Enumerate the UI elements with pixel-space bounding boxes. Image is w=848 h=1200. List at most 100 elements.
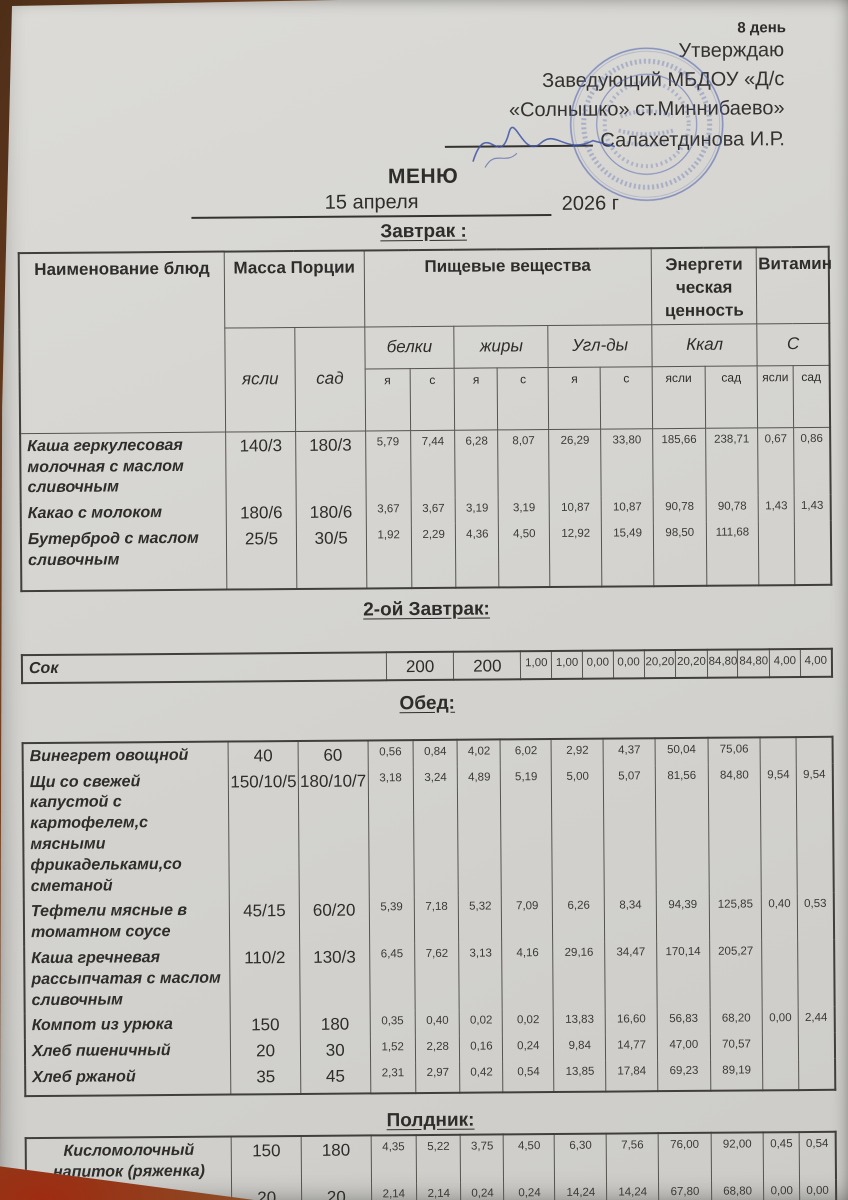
value-cell: 2,97	[415, 1061, 461, 1094]
dish-row: Щи со свежей капустой с картофелем,с мяс…	[22, 763, 834, 900]
date-row: 15 апреля 2026 г	[0, 188, 811, 220]
value-cell: 14,24	[554, 1181, 608, 1200]
value-cell: 2,28	[415, 1035, 461, 1063]
value-cell: 47,00	[657, 1033, 711, 1061]
value-cell: 2,44	[798, 1007, 835, 1034]
value-cell: 2,14	[371, 1182, 417, 1200]
value-cell	[762, 1033, 799, 1060]
dish-name-cell: Бутерброд с маслом сливочным	[20, 525, 228, 591]
value-cell: 14,24	[606, 1181, 659, 1200]
value-cell: 84,80	[737, 648, 770, 678]
header-cell-group: с	[497, 367, 550, 430]
value-cell: 4,00	[800, 648, 833, 677]
value-cell: 7,09	[501, 895, 554, 943]
value-cell: 15,49	[601, 522, 654, 587]
mass-cell: 20	[301, 1183, 372, 1200]
header-cell-group: сад	[704, 365, 758, 429]
value-cell: 3,24	[413, 766, 459, 897]
value-cell: 9,54	[796, 763, 834, 894]
value-cell: 4,37	[603, 738, 656, 766]
value-cell: 81,56	[655, 764, 709, 895]
value-cell: 3,67	[365, 498, 412, 525]
value-cell: 84,80	[707, 764, 762, 895]
value-cell: 0,00	[763, 1179, 800, 1200]
value-cell	[760, 736, 797, 765]
value-cell	[797, 939, 835, 1008]
value-cell: 5,19	[500, 765, 553, 896]
mass-cell: 30	[300, 1036, 371, 1063]
value-cell: 5,07	[603, 764, 657, 896]
dish-name-cell: Каша гречневая рассыпчатая с маслом слив…	[24, 944, 231, 1014]
dish-name-cell: Щи со свежей капустой с картофелем,с мяс…	[22, 768, 230, 900]
header-cell-group: я	[454, 367, 498, 431]
header-cell-group: с	[600, 366, 653, 429]
value-cell: 68,80	[711, 1180, 765, 1200]
header-cell-protein: белки	[364, 326, 455, 369]
value-cell: 0,24	[502, 1035, 554, 1062]
value-cell: 34,47	[604, 941, 658, 1009]
value-cell: 0,86	[793, 427, 831, 496]
value-cell	[762, 1059, 799, 1091]
mass-cell: 150	[231, 1136, 302, 1185]
value-cell: 26,29	[549, 428, 602, 498]
mass-cell: 30/5	[296, 524, 367, 589]
header-cell-mass: Масса Порции	[224, 250, 365, 328]
value-cell: 84,80	[707, 649, 739, 678]
value-cell: 90,78	[705, 495, 759, 522]
mass-cell: 140/3	[225, 431, 297, 500]
value-cell: 3,19	[498, 497, 550, 524]
menu-sections: Завтрак : Наименование блюд Масса Порции Пи…	[17, 218, 838, 1200]
value-cell: 0,54	[502, 1060, 555, 1093]
value-cell: 75,06	[707, 737, 761, 765]
value-cell: 2,31	[370, 1062, 416, 1094]
dish-row: Тефтели мясные в томатном соусе 45/15 60/2…	[23, 893, 835, 947]
value-cell	[798, 1058, 836, 1091]
mass-cell: 25/5	[226, 525, 297, 590]
value-cell: 3,18	[367, 766, 415, 897]
value-cell: 5,32	[458, 895, 503, 943]
value-cell: 4,00	[769, 648, 801, 678]
header-cell-group: с	[410, 368, 456, 431]
value-cell: 76,00	[658, 1133, 712, 1182]
value-cell: 6,45	[369, 943, 416, 1011]
menu-table-0: Наименование блюд Масса Порции Пищевые вещ…	[17, 245, 833, 592]
header-cell-group: я	[364, 368, 411, 431]
value-cell: 0,54	[799, 1132, 837, 1180]
header-cell-kcal: Ккал	[651, 323, 758, 367]
mass-cell: 150/10/5	[228, 767, 300, 898]
value-cell: 3,75	[460, 1134, 504, 1183]
value-cell: 0,24	[503, 1181, 556, 1200]
dish-row: Каша гречневая рассыпчатая с маслом слив…	[24, 939, 835, 1014]
value-cell: 1,92	[365, 524, 412, 589]
value-cell: 7,44	[410, 430, 456, 499]
section-heading: 2-ой Завтрак:	[363, 598, 490, 621]
value-cell: 4,16	[502, 942, 554, 1010]
header-cell-group: ясли	[652, 366, 706, 429]
menu-title: МЕНЮ	[387, 164, 459, 189]
value-cell: 14,77	[605, 1034, 658, 1061]
signature-line	[444, 124, 593, 148]
value-cell: 4,36	[455, 523, 500, 588]
value-cell: 238,71	[705, 427, 759, 496]
mass-cell: 180/3	[295, 430, 366, 500]
value-cell: 3,13	[459, 942, 503, 1011]
value-cell: 1,00	[551, 650, 583, 679]
value-cell: 0,00	[762, 1007, 799, 1034]
value-cell: 68,20	[709, 1007, 763, 1034]
value-cell: 170,14	[656, 940, 710, 1009]
mass-cell: 40	[228, 740, 299, 769]
mass-cell: 45/15	[229, 897, 300, 945]
value-cell: 2,14	[416, 1182, 462, 1200]
value-cell: 69,23	[657, 1059, 711, 1092]
value-cell: 92,00	[710, 1132, 764, 1181]
value-cell: 0,00	[582, 650, 614, 679]
dish-row: Хлеб ржаной 35 45 2,31 2,97 0,42 0,54 13,85 17,8…	[25, 1058, 836, 1097]
value-cell: 5,39	[368, 896, 415, 944]
mass-cell: 180/6	[226, 499, 297, 526]
value-cell: 1,00	[520, 650, 552, 680]
value-cell: 1,52	[369, 1036, 416, 1063]
value-cell: 13,85	[553, 1060, 607, 1093]
header-cell-nursery: ясли	[225, 327, 296, 432]
